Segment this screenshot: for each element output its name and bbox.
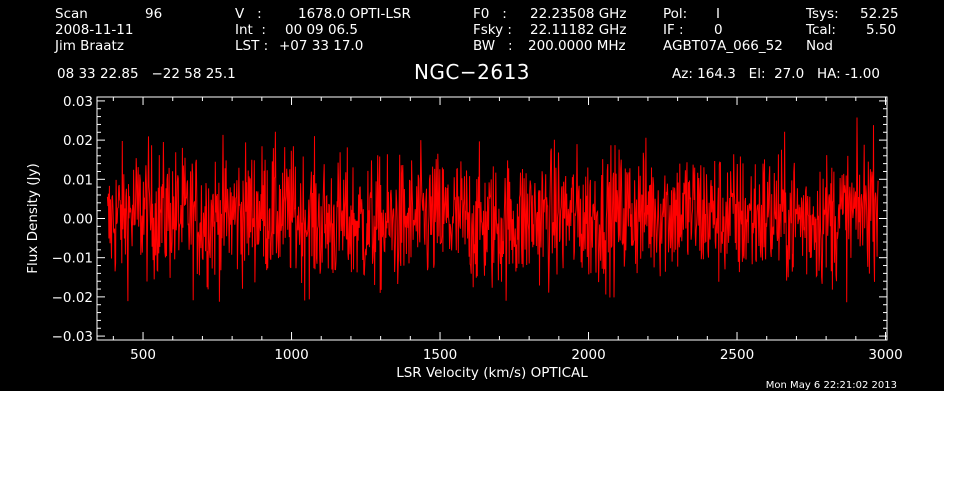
header-scan-value: 96 xyxy=(145,6,163,22)
x-axis-label: LSR Velocity (km/s) OPTICAL xyxy=(396,365,588,381)
header-fsky-label: Fsky : xyxy=(473,22,512,38)
spectrum-chart: 500 1000 1500 2000 2500 3000 −0.03 −0.02 −0.01 0.… xyxy=(25,94,903,391)
y-tick-label: −0.03 xyxy=(52,329,93,345)
plot-panel: Scan 96 2008-11-11 Jim Braatz V : 1678.0… xyxy=(0,0,944,391)
header-pol-value: I xyxy=(716,6,720,22)
header-bw-label: BW : xyxy=(473,38,513,54)
header-f0-label: F0 : xyxy=(473,6,507,22)
header-if-label: IF : xyxy=(663,22,684,38)
header-f0-value: 22.23508 GHz xyxy=(530,6,627,22)
ticks-layer: 500 1000 1500 2000 2500 3000 −0.03 −0.02 −0.01 0.… xyxy=(52,94,903,363)
y-tick-label: 0.02 xyxy=(63,133,93,149)
x-tick-label: 500 xyxy=(130,347,156,363)
y-axis-label: Flux Density (Jy) xyxy=(25,163,41,273)
y-tick-label: 0.03 xyxy=(63,94,93,110)
header-pointing: Az: 164.3 El: 27.0 HA: -1.00 xyxy=(672,66,880,82)
y-tick-label: −0.02 xyxy=(52,290,93,306)
header-coords: 08 33 22.85 −22 58 25.1 xyxy=(57,66,236,82)
header-observer: Jim Braatz xyxy=(55,38,124,54)
header-project: AGBT07A_066_52 xyxy=(663,38,783,54)
spectrum-series-line xyxy=(106,117,879,303)
y-tick-label: 0.01 xyxy=(63,172,93,188)
header-int-label: Int : xyxy=(235,22,266,38)
header-lst-value: +07 33 17.0 xyxy=(279,38,364,54)
header-velocity-label: V : xyxy=(235,6,262,22)
x-tick-label: 1500 xyxy=(423,347,457,363)
header-tsys-value: 52.25 xyxy=(860,6,899,22)
x-tick-label: 3000 xyxy=(868,347,902,363)
header-scan-label: Scan xyxy=(55,6,88,22)
header-tsys-label: Tsys: xyxy=(806,6,839,22)
y-tick-label: 0.00 xyxy=(63,212,93,228)
timestamp: Mon May 6 22:21:02 2013 xyxy=(766,380,897,391)
header-fsky-value: 22.11182 GHz xyxy=(530,22,627,38)
header-pol-label: Pol: xyxy=(663,6,688,22)
x-tick-label: 1000 xyxy=(274,347,308,363)
header-int-value: 00 09 06.5 xyxy=(285,22,358,38)
header-if-value: 0 xyxy=(714,22,723,38)
header-bw-value: 200.0000 MHz xyxy=(528,38,626,54)
series-layer xyxy=(106,117,879,303)
header-velocity-value: 1678.0 OPTI-LSR xyxy=(298,6,411,22)
x-tick-label: 2500 xyxy=(720,347,754,363)
y-tick-label: −0.01 xyxy=(52,251,93,267)
chart-title: NGC−2613 xyxy=(413,60,531,84)
header-date: 2008-11-11 xyxy=(55,22,134,38)
x-tick-label: 2000 xyxy=(571,347,605,363)
header-mode: Nod xyxy=(806,38,833,54)
header-tcal-label: Tcal: xyxy=(806,22,836,38)
header-lst-label: LST : xyxy=(235,38,269,54)
header-tcal-value: 5.50 xyxy=(866,22,897,38)
